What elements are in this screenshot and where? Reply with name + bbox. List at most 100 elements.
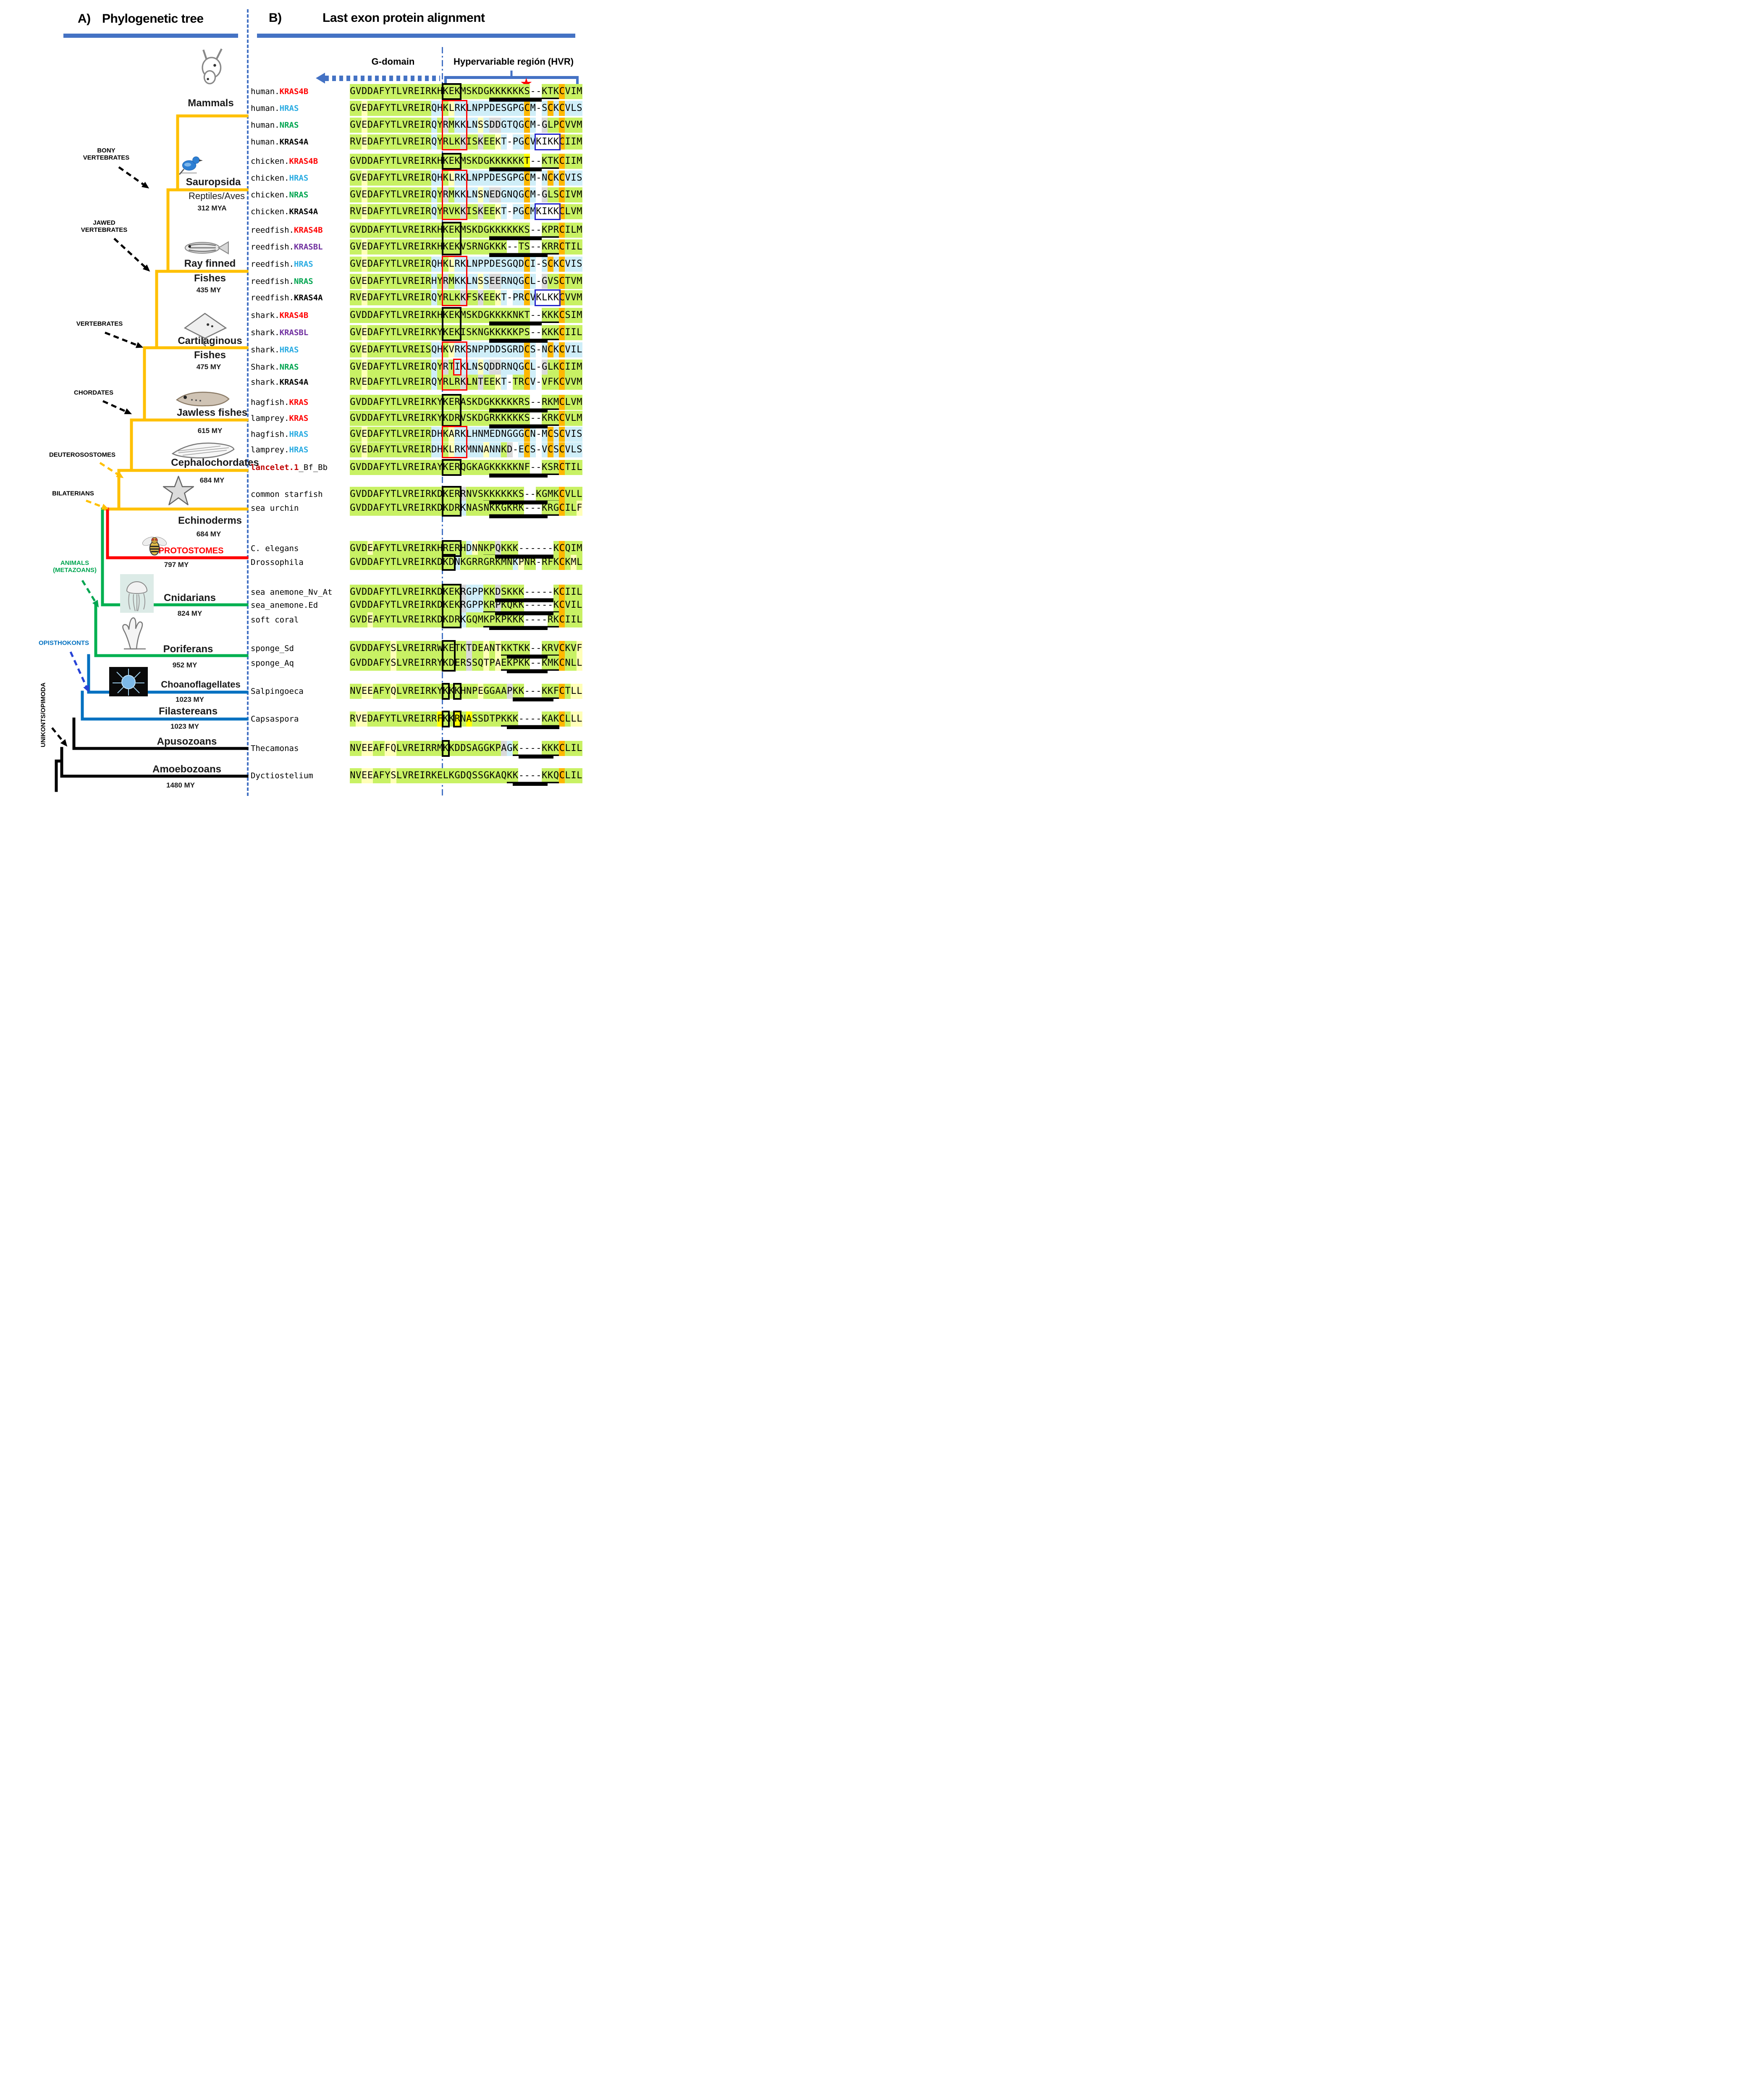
rayfinned-fish-icon bbox=[180, 236, 229, 259]
row-label-segment: reedfish. bbox=[251, 260, 294, 269]
row-label-segment: NRAS bbox=[289, 190, 309, 200]
polybasic-underline-bar bbox=[489, 514, 548, 518]
panelB-title-bar bbox=[257, 34, 575, 38]
protein-sequence: GVDDAFYTLVREIRKDKERRNVSKKKKKKS--KGMKCVLL bbox=[350, 487, 582, 502]
panelB-label: B) bbox=[269, 11, 282, 25]
row-label-segment: sponge_Aq bbox=[251, 659, 294, 668]
sequence-row-label: shark.KRAS4A bbox=[251, 375, 308, 389]
taxon-label: Mammals bbox=[188, 97, 234, 109]
row-label-segment: soft coral bbox=[251, 615, 299, 625]
row-label-segment: lamprey. bbox=[251, 445, 289, 454]
protein-sequence: GVDDAFYTLVREIRKDKDNKGRRGRKMNKPNR-RFKCKML bbox=[350, 555, 582, 570]
row-label-segment: Capsaspora bbox=[251, 714, 299, 724]
row-label-segment: HRAS bbox=[279, 345, 299, 354]
clade-arrowhead-icon bbox=[124, 408, 132, 415]
sequence-row-label: shark.KRAS4B bbox=[251, 309, 308, 322]
taxon-label: 1023 MY bbox=[170, 722, 199, 730]
protein-sequence: NVEEAFYQLVREIRKYKKKHNPEGGAAPKK---KKFCTLL bbox=[350, 684, 582, 699]
row-label-segment: C. elegans bbox=[251, 544, 299, 553]
clade-arrow bbox=[51, 727, 66, 744]
protein-sequence: GVDDAFYSLVREIRRYKDERSSQTPAEKPKK--KMKCNLL bbox=[350, 656, 582, 671]
taxon-label: Sauropsida bbox=[186, 176, 241, 188]
sequence-row-label: reedfish.NRAS bbox=[251, 275, 313, 288]
protein-sequence: GVDDAFYTLVREIRKHKEKMSKDGKKKKKKS--KTKCVIM bbox=[350, 84, 582, 99]
protein-sequence: GVDDAFYTLVREIRKHKEKMSKDGKKKKNKT--KKKCSIM bbox=[350, 308, 582, 323]
sequence-row-label: hagfish.KRAS bbox=[251, 396, 308, 409]
taxon-label: 475 MY bbox=[196, 363, 221, 371]
clade-arrow bbox=[102, 400, 129, 414]
taxon-label: 952 MY bbox=[172, 661, 197, 669]
clade-arrow bbox=[86, 499, 105, 509]
row-label-segment: human. bbox=[251, 87, 280, 96]
row-label-segment: Shark. bbox=[251, 362, 280, 372]
taxon-label: 312 MYA bbox=[197, 204, 227, 212]
sequence-row-label: soft coral bbox=[251, 613, 299, 627]
taxon-label: Echinoderms bbox=[178, 515, 242, 526]
row-label-segment: shark. bbox=[251, 345, 280, 354]
protein-sequence: GVDDAFYTLVREIRKHKEKMSKDGKKKKKKT--KTKCIIM bbox=[350, 154, 582, 169]
clade-arrow bbox=[69, 651, 89, 690]
sequence-row-label: human.KRAS4B bbox=[251, 85, 308, 98]
row-label-segment: HRAS bbox=[279, 104, 299, 113]
clade-label: OPISTHOKONTS bbox=[38, 639, 89, 647]
clade-arrow bbox=[99, 462, 121, 477]
sequence-row-label: sea anemone_Nv_At bbox=[251, 585, 332, 599]
sequence-row-label: chicken.KRAS4A bbox=[251, 205, 318, 218]
sequence-row-label: sea urchin bbox=[251, 501, 299, 515]
polybasic-underline-bar bbox=[495, 555, 553, 559]
protein-sequence: GVDDAFYTLVREIRKDKEKRGPPKRPKQKK-----KCVIL bbox=[350, 598, 582, 613]
protein-sequence: GVEDAFYTLVREIRKYKEKISKNGKKKKKPS--KKKCIIL bbox=[350, 325, 582, 340]
row-label-segment: HRAS bbox=[289, 173, 309, 183]
sequence-row-label: human.KRAS4A bbox=[251, 135, 308, 149]
clade-arrowhead-icon bbox=[83, 685, 89, 693]
polybasic-underline-bar bbox=[512, 782, 548, 786]
row-label-segment: lamprey. bbox=[251, 414, 289, 423]
sequence-row-label: reedfish.HRAS bbox=[251, 257, 313, 271]
taxon-label: Fishes bbox=[194, 349, 226, 361]
sequence-row-label: lancelet.1_Bf_Bb bbox=[251, 461, 328, 474]
row-label-segment: shark. bbox=[251, 328, 280, 337]
taxon-label: PROTOSTOMES bbox=[158, 546, 224, 556]
taxon-label: 824 MY bbox=[177, 609, 202, 617]
taxon-label: 435 MY bbox=[196, 286, 221, 294]
row-label-segment: HRAS bbox=[294, 260, 313, 269]
protein-sequence: GVDDAFYTLVREIRKYKERASKDGKKKKKRS--RKMCLVM bbox=[350, 395, 582, 410]
taxon-label: Amoebozoans bbox=[152, 764, 222, 775]
polybasic-underline-bar bbox=[489, 409, 548, 412]
protein-sequence: GVDDAFYTLVREIRKYKDRVSKDGRKKKKKS--KRKCVLM bbox=[350, 411, 582, 426]
taxon-label: Choanoflagellates bbox=[161, 679, 241, 690]
gdomain-arrow-icon bbox=[316, 73, 325, 84]
sequence-row-label: Drossophila bbox=[251, 556, 304, 569]
gdomain-label: G-domain bbox=[371, 56, 415, 67]
row-label-segment: KRASBL bbox=[294, 242, 323, 252]
phylogenetic-tree bbox=[51, 114, 249, 792]
clade-arrow bbox=[105, 331, 140, 347]
row-label-segment: common starfish bbox=[251, 490, 323, 499]
sequence-row-label: chicken.KRAS4B bbox=[251, 155, 318, 168]
panelA-label: A) bbox=[78, 12, 91, 26]
protein-sequence: GVEDAFYTLVREIRDHKARKLHNMEDNGGGCN-MCSCVIS bbox=[350, 427, 582, 442]
row-label-segment: HRAS bbox=[289, 430, 309, 439]
row-label-segment: NRAS bbox=[294, 277, 313, 286]
sequence-row-label: shark.HRAS bbox=[251, 343, 299, 357]
taxon-label: 797 MY bbox=[164, 561, 189, 569]
protein-sequence: GVEDAFYTLVREIRQYRMKKLNSNEDGNQGCM-GLSCIVM bbox=[350, 187, 582, 202]
sequence-row-label: C. elegans bbox=[251, 542, 299, 555]
sequence-row-label: Shark.NRAS bbox=[251, 360, 299, 374]
sequence-row-label: shark.KRASBL bbox=[251, 326, 308, 339]
polybasic-underline-bar bbox=[512, 698, 553, 701]
protein-sequence: GVEDAFYTLVREISQHKVRKSNPPDDSGRDCS-NCKCVIL bbox=[350, 342, 582, 357]
clade-label: ANIMALS (METAZOANS) bbox=[53, 559, 97, 574]
taxon-label: Jawless fishes bbox=[176, 407, 248, 418]
sequence-row-label: human.NRAS bbox=[251, 118, 299, 132]
clade-arrow bbox=[81, 580, 98, 605]
row-label-segment: reedfish. bbox=[251, 277, 294, 286]
protein-sequence: GVEDAFYTLVREIRQYRTIKLNSQDDRNQGCL-GLKCIIM bbox=[350, 360, 582, 375]
protein-sequence: NVEEAFFQLVREIRRMKKDDSAGGKPAGK----KKKCLIL bbox=[350, 741, 582, 756]
taxon-label: Apusozoans bbox=[157, 736, 217, 747]
sequence-row-label: reedfish.KRAS4B bbox=[251, 223, 323, 237]
sequence-row-label: chicken.NRAS bbox=[251, 188, 308, 202]
polybasic-underline-bar bbox=[489, 626, 548, 630]
protein-sequence: GVDDAFYTLVREIRKDKEKRGPPKKDSKKK-----KCIIL bbox=[350, 585, 582, 600]
row-label-segment: HRAS bbox=[289, 445, 309, 454]
